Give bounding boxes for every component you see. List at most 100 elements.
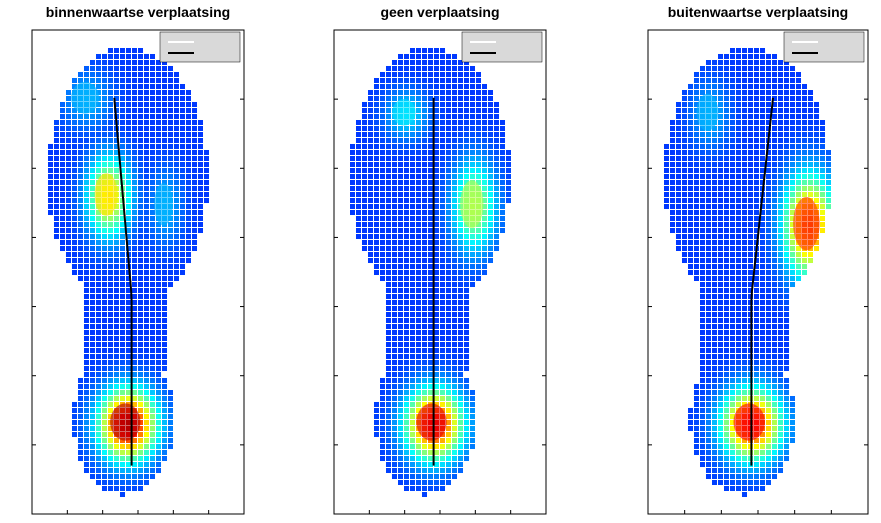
- heatmap-cell: [102, 378, 107, 383]
- heatmap-cell: [422, 258, 427, 263]
- heatmap-cell: [452, 252, 457, 257]
- heatmap-cell: [470, 90, 475, 95]
- heatmap-cell: [760, 288, 765, 293]
- heatmap-cell: [368, 138, 373, 143]
- heatmap-cell: [374, 126, 379, 131]
- heatmap-cell: [482, 120, 487, 125]
- heatmap-cell: [428, 60, 433, 65]
- heatmap-cell: [374, 252, 379, 257]
- heatmap-cell: [488, 138, 493, 143]
- heatmap-cell: [132, 486, 137, 491]
- heatmap-cell: [748, 216, 753, 221]
- heatmap-cell: [488, 192, 493, 197]
- heatmap-cell: [748, 84, 753, 89]
- heatmap-cell: [96, 408, 101, 413]
- heatmap-cell: [464, 294, 469, 299]
- heatmap-cell: [682, 240, 687, 245]
- heatmap-cell: [742, 390, 747, 395]
- heatmap-cell: [706, 132, 711, 137]
- heatmap-cell: [736, 258, 741, 263]
- heatmap-cell: [500, 204, 505, 209]
- heatmap-cell: [96, 114, 101, 119]
- heatmap-cell: [162, 312, 167, 317]
- heatmap-cell: [676, 138, 681, 143]
- heatmap-cell: [458, 162, 463, 167]
- heatmap-cell: [120, 204, 125, 209]
- heatmap-cell: [386, 276, 391, 281]
- heatmap-cell: [386, 162, 391, 167]
- heatmap-cell: [428, 480, 433, 485]
- heatmap-cell: [736, 252, 741, 257]
- heatmap-cell: [392, 264, 397, 269]
- heatmap-cell: [688, 216, 693, 221]
- heatmap-cell: [754, 72, 759, 77]
- heatmap-cell: [736, 144, 741, 149]
- heatmap-cell: [386, 114, 391, 119]
- heatmap-cell: [778, 288, 783, 293]
- heatmap-cell: [78, 432, 83, 437]
- heatmap-cell: [664, 156, 669, 161]
- heatmap-cell: [84, 330, 89, 335]
- heatmap-cell: [440, 60, 445, 65]
- heatmap-cell: [464, 240, 469, 245]
- heatmap-cell: [410, 312, 415, 317]
- heatmap-cell: [410, 90, 415, 95]
- heatmap-cell: [766, 438, 771, 443]
- heatmap-cell: [96, 372, 101, 377]
- heatmap-cell: [114, 450, 119, 455]
- heatmap-cell: [694, 270, 699, 275]
- heatmap-cell: [742, 474, 747, 479]
- heatmap-cell: [736, 480, 741, 485]
- heatmap-cell: [488, 108, 493, 113]
- heatmap-cell: [488, 114, 493, 119]
- heatmap-cell: [494, 114, 499, 119]
- heatmap-cell: [174, 216, 179, 221]
- heatmap-cell: [428, 156, 433, 161]
- heatmap-cell: [120, 234, 125, 239]
- heatmap-cell: [712, 246, 717, 251]
- heatmap-cell: [156, 318, 161, 323]
- heatmap-cell: [458, 318, 463, 323]
- heatmap-cell: [428, 228, 433, 233]
- heatmap-cell: [452, 156, 457, 161]
- heatmap-cell: [422, 462, 427, 467]
- heatmap-cell: [742, 216, 747, 221]
- heatmap-cell: [446, 96, 451, 101]
- heatmap-cell: [180, 120, 185, 125]
- heatmap-cell: [422, 228, 427, 233]
- heatmap-cell: [404, 144, 409, 149]
- heatmap-cell: [748, 204, 753, 209]
- heatmap-cell: [114, 402, 119, 407]
- heatmap-cell: [198, 180, 203, 185]
- heatmap-cell: [192, 180, 197, 185]
- heatmap-cell: [434, 120, 439, 125]
- heatmap-cell: [144, 396, 149, 401]
- heatmap-cell: [742, 330, 747, 335]
- heatmap-cell: [748, 120, 753, 125]
- heatmap-cell: [452, 384, 457, 389]
- heatmap-cell: [446, 330, 451, 335]
- heatmap-cell: [706, 228, 711, 233]
- heatmap-cell: [736, 270, 741, 275]
- heatmap-cell: [790, 78, 795, 83]
- heatmap-cell: [198, 204, 203, 209]
- heatmap-cell: [808, 174, 813, 179]
- heatmap-cell: [718, 288, 723, 293]
- heatmap-cell: [712, 432, 717, 437]
- heatmap-cell: [380, 426, 385, 431]
- heatmap-cell: [144, 186, 149, 191]
- heatmap-cell: [718, 222, 723, 227]
- heatmap-cell: [464, 120, 469, 125]
- heatmap-cell: [700, 372, 705, 377]
- heatmap-cell: [446, 102, 451, 107]
- heatmap-cell: [180, 240, 185, 245]
- heatmap-cell: [78, 246, 83, 251]
- heatmap-cell: [126, 336, 131, 341]
- heatmap-cell: [186, 240, 191, 245]
- heatmap-cell: [458, 102, 463, 107]
- heatmap-cell: [114, 384, 119, 389]
- heatmap-cell: [682, 222, 687, 227]
- heatmap-cell: [150, 168, 155, 173]
- heatmap-cell: [730, 378, 735, 383]
- heatmap-cell: [730, 468, 735, 473]
